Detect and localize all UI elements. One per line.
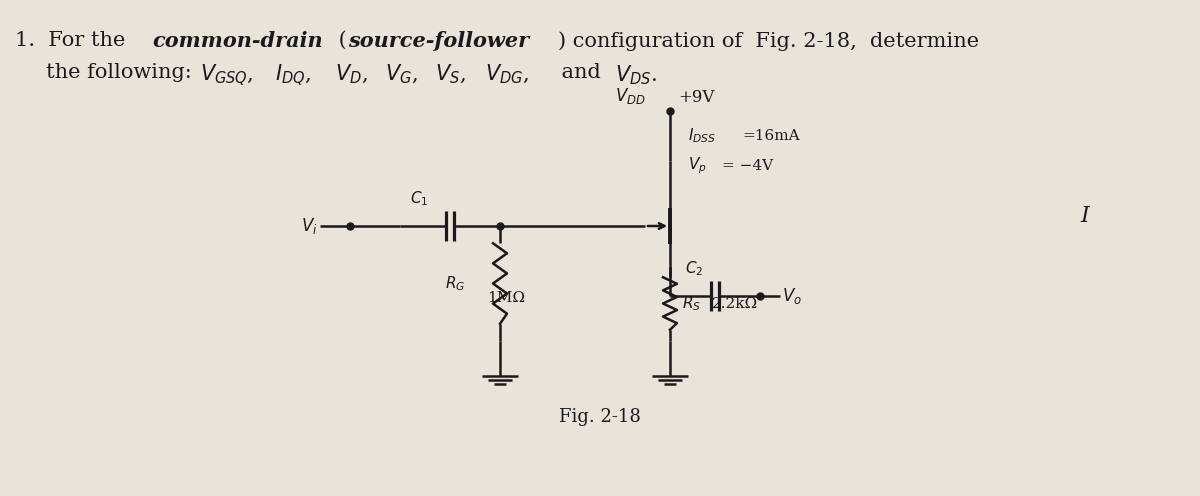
Text: $V_{p}$: $V_{p}$ (688, 156, 707, 176)
Text: =16mA: =16mA (742, 129, 799, 143)
Text: +9V: +9V (678, 89, 714, 106)
Text: I: I (1080, 205, 1088, 227)
Text: 1.  For the: 1. For the (14, 31, 132, 50)
Text: $R_S$: $R_S$ (682, 294, 701, 313)
Text: $V_{GSQ}$,: $V_{GSQ}$, (200, 63, 253, 88)
Text: $V_i$: $V_i$ (301, 216, 318, 236)
Text: common-drain: common-drain (152, 31, 323, 51)
Text: $V_{DD}$: $V_{DD}$ (616, 86, 646, 106)
Text: 1MΩ: 1MΩ (487, 292, 526, 306)
Text: $V_{DS}$.: $V_{DS}$. (616, 63, 658, 87)
Text: ) configuration of  Fig. 2-18,  determine: ) configuration of Fig. 2-18, determine (558, 31, 979, 51)
Text: $I_{DQ}$,: $I_{DQ}$, (275, 63, 311, 88)
Text: $V_{S}$,: $V_{S}$, (434, 63, 466, 86)
Text: the following:: the following: (46, 63, 205, 82)
Text: (: ( (332, 31, 347, 50)
Text: and: and (554, 63, 607, 82)
Text: $I_{DSS}$: $I_{DSS}$ (688, 126, 716, 145)
Text: = −4V: = −4V (722, 159, 773, 173)
Text: $V_{D}$,: $V_{D}$, (335, 63, 367, 86)
Text: Fig. 2-18: Fig. 2-18 (559, 408, 641, 426)
Text: 2.2kΩ: 2.2kΩ (712, 297, 758, 310)
Text: $V_{G}$,: $V_{G}$, (385, 63, 418, 86)
Text: $V_{DG}$,: $V_{DG}$, (485, 63, 529, 86)
Text: $C_1$: $C_1$ (410, 189, 428, 208)
Text: $V_o$: $V_o$ (782, 286, 802, 306)
Text: $R_G$: $R_G$ (445, 274, 466, 293)
Text: $C_2$: $C_2$ (685, 259, 703, 278)
Text: source-follower: source-follower (348, 31, 529, 51)
